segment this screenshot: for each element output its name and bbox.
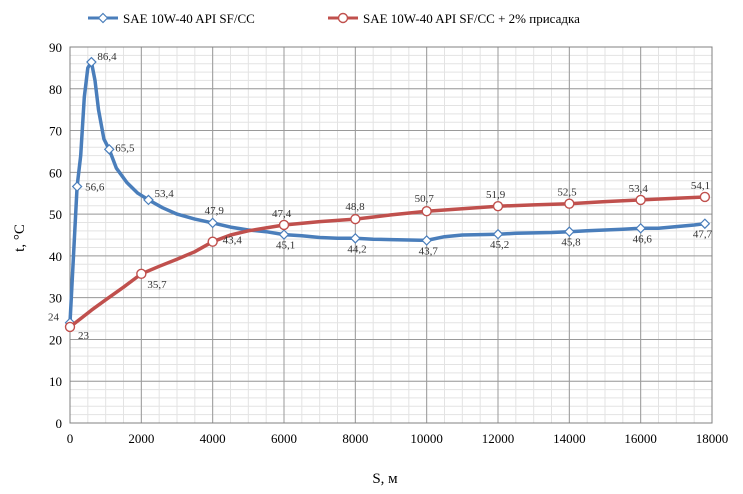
data-label: 52,5 [557, 187, 577, 199]
series-line [68, 195, 705, 329]
y-tick-label: 90 [49, 40, 62, 55]
data-point-marker [699, 218, 711, 230]
data-label: 50,7 [415, 193, 435, 205]
data-label: 23 [78, 330, 90, 342]
legend-label: SAE 10W-40 API SF/CC + 2% присадка [363, 11, 580, 26]
data-label: 45,2 [490, 239, 509, 251]
data-point-marker [207, 217, 219, 229]
data-point-marker [143, 194, 154, 206]
data-label: 24 [48, 312, 60, 324]
data-label: 44,2 [347, 243, 366, 255]
x-tick-label: 4000 [200, 431, 226, 446]
y-tick-label: 60 [49, 165, 62, 180]
data-point-marker [136, 268, 147, 280]
data-label: 45,1 [276, 240, 295, 252]
x-tick-label: 14000 [553, 431, 586, 446]
data-label: 47,9 [205, 205, 225, 217]
data-point-marker [564, 198, 575, 209]
data-point-marker [699, 191, 711, 203]
data-label: 46,6 [633, 233, 653, 245]
y-tick-label: 80 [49, 82, 62, 97]
data-label: 35,7 [147, 279, 167, 291]
y-tick-label: 10 [49, 374, 62, 389]
data-label: 43,7 [419, 245, 439, 257]
plot-area-frame [69, 46, 713, 424]
data-point-marker [421, 235, 433, 246]
x-tick-label: 16000 [624, 431, 657, 446]
data-label: 45,8 [561, 237, 581, 249]
x-tick-label: 2000 [128, 431, 154, 446]
data-label: 47,4 [272, 208, 292, 220]
series-line [68, 60, 706, 323]
x-tick-label: 18000 [696, 431, 729, 446]
data-point-marker [492, 228, 504, 240]
data-point-marker [64, 321, 76, 333]
legend-label: SAE 10W-40 API SF/CC [123, 11, 255, 26]
data-label: 47,7 [693, 229, 713, 241]
data-point-marker [349, 232, 361, 244]
data-label: 56,6 [85, 182, 105, 194]
series-layer [64, 56, 711, 333]
x-tick-label: 8000 [342, 431, 368, 446]
y-tick-label: 50 [49, 207, 62, 222]
data-label: 48,8 [345, 201, 365, 213]
x-tick-label: 10000 [410, 431, 443, 446]
data-point-marker [337, 12, 349, 24]
x-axis-title: S, м [372, 471, 398, 487]
y-tick-label: 0 [56, 416, 63, 431]
y-tick-label: 30 [49, 291, 62, 306]
data-point-marker [86, 56, 97, 68]
data-point-marker [563, 226, 575, 238]
data-label: 53,4 [629, 183, 649, 195]
data-point-marker [278, 229, 290, 240]
legend: SAE 10W-40 API SF/CC SAE 10W-40 API SF/CC… [88, 11, 580, 26]
data-point-marker [492, 200, 504, 212]
data-point-marker [421, 205, 432, 217]
data-label: 53,4 [154, 188, 174, 200]
y-axis-title: t, °C [12, 224, 28, 252]
data-point-marker [350, 213, 361, 225]
data-label: 86,4 [97, 51, 117, 63]
data-point-marker [207, 236, 218, 247]
data-point-marker [635, 222, 647, 234]
x-axis-tick-labels: 0 2000 4000 6000 8000 10000 12000 14000 16000 180… [67, 431, 729, 446]
data-label: 65,5 [115, 142, 135, 154]
x-tick-label: 0 [67, 431, 74, 446]
data-label: 51,9 [486, 189, 506, 201]
minor-gridlines [69, 46, 713, 424]
data-point-marker [635, 194, 646, 206]
x-tick-label: 12000 [482, 431, 515, 446]
y-tick-label: 20 [49, 332, 62, 347]
y-tick-label: 40 [49, 249, 62, 264]
data-point-marker [97, 12, 109, 24]
y-axis-tick-labels: 0 10 20 30 40 50 60 70 80 90 [49, 40, 62, 431]
data-labels-layer: 24 56,6 86,4 65,5 53,4 47,9 45,1 44,2 43,7 45,2 45… [48, 51, 713, 342]
data-point-marker [278, 219, 290, 231]
data-label: 43,4 [223, 235, 243, 247]
data-label: 54,1 [691, 180, 710, 192]
data-point-marker [71, 181, 83, 192]
x-tick-label: 6000 [271, 431, 297, 446]
data-point-marker [103, 144, 115, 155]
y-tick-label: 70 [49, 124, 62, 139]
